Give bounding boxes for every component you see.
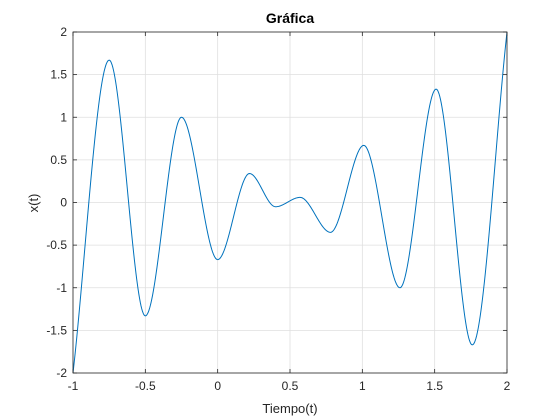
y-tick-label: -1.5: [46, 323, 67, 337]
x-tick-label: 1: [359, 379, 366, 393]
series-line: [72, 31, 508, 374]
y-tick-label: 2: [60, 25, 67, 39]
chart-title: Gráfica: [266, 10, 314, 26]
x-tick-label: 2: [504, 379, 511, 393]
y-axis-label: x(t): [26, 194, 41, 213]
y-tick-label: 0: [60, 196, 67, 210]
y-tick-label: -1: [56, 281, 67, 295]
series-layer: [72, 31, 508, 374]
y-tick-label: -0.5: [46, 238, 67, 252]
tick-marks: [72, 31, 508, 374]
y-tick-label: 0.5: [50, 153, 67, 167]
tick-labels: -1 -0.5 0 0.5 1 1.5 2 -2 -1.5 -1 -0.5 0 0.5 1 1.5 2: [46, 25, 510, 393]
x-tick-label: 0: [214, 379, 221, 393]
x-axis-label: Tiempo(t): [262, 401, 317, 416]
y-tick-label: -2: [56, 366, 67, 380]
x-tick-label: -1: [68, 379, 79, 393]
y-tick-label: 1.5: [50, 68, 67, 82]
x-tick-label: 1.5: [426, 379, 443, 393]
x-tick-label: 0.5: [282, 379, 299, 393]
y-tick-label: 1: [60, 110, 67, 124]
x-tick-label: -0.5: [135, 379, 156, 393]
